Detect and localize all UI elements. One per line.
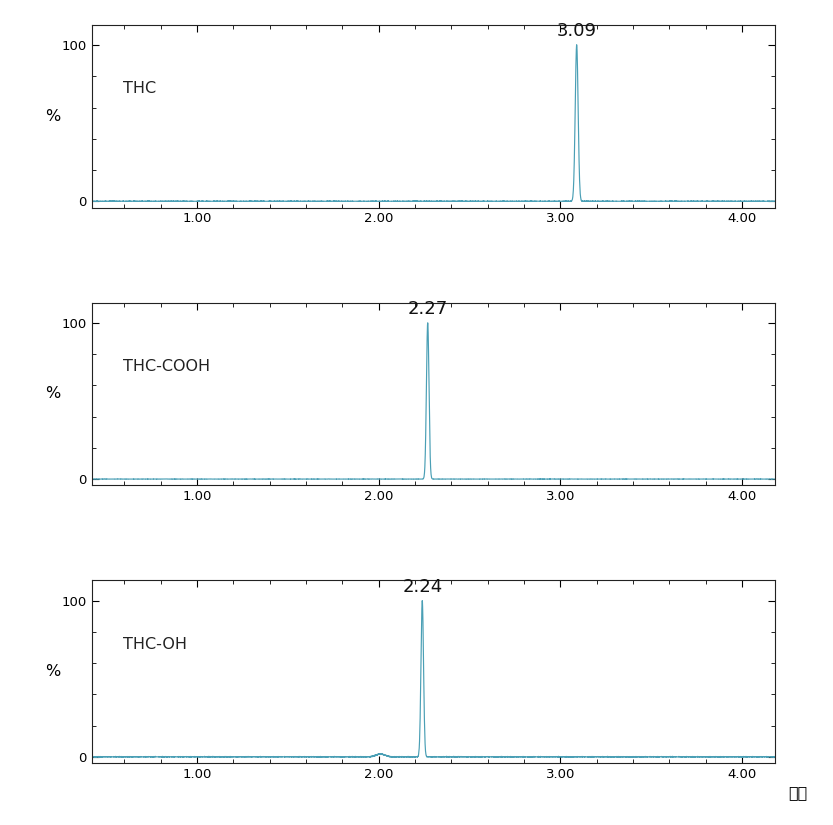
Y-axis label: %: % xyxy=(46,109,61,124)
Text: 3.09: 3.09 xyxy=(556,22,596,40)
Text: 2.24: 2.24 xyxy=(402,578,442,596)
Text: THC-OH: THC-OH xyxy=(122,637,187,652)
Text: THC-COOH: THC-COOH xyxy=(122,359,210,374)
Text: 2.27: 2.27 xyxy=(407,300,448,318)
Text: THC: THC xyxy=(122,82,156,97)
Y-axis label: %: % xyxy=(46,664,61,679)
Y-axis label: %: % xyxy=(46,386,61,402)
Text: 時間: 時間 xyxy=(788,785,808,800)
